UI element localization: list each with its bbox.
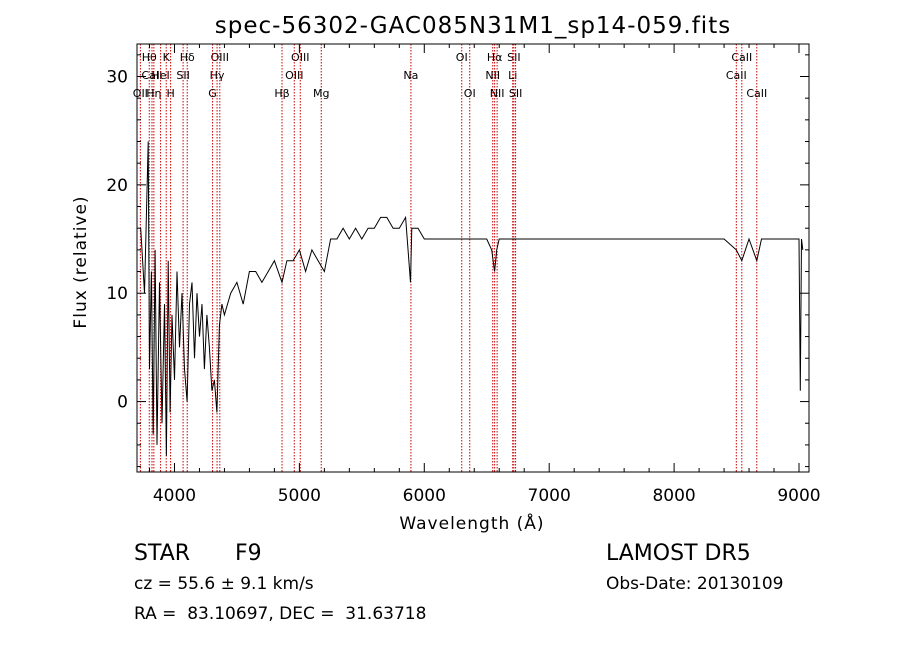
line-marker-label-27: CaII [746, 87, 767, 100]
line-marker-label-26: CaII [726, 69, 747, 82]
x-tick-label-8000: 8000 [652, 486, 695, 506]
line-marker-label-4: K [163, 51, 171, 64]
line-marker-label-13: OIII [285, 69, 303, 82]
coordinates: RA = 83.10697, DEC = 31.63718 [134, 604, 427, 624]
x-tick-label-7000: 7000 [528, 486, 571, 506]
redshift-velocity: cz = 55.6 ± 9.1 km/s [134, 574, 314, 594]
line-marker-label-11: G [208, 87, 217, 100]
y-tick-label-10: 10 [106, 284, 128, 304]
line-marker-label-25: CaII [731, 51, 752, 64]
line-marker-label-21: NII [490, 87, 505, 100]
axis-ticks: 4000 5000 6000 7000 8000 9000 0 10 20 30 [106, 44, 821, 506]
line-marker-label-6: H [166, 87, 174, 100]
object-subclass: F9 [235, 541, 262, 566]
x-tick-label-5000: 5000 [278, 486, 321, 506]
line-marker-label-15: Mg [313, 87, 329, 100]
line-marker-label-22: SII [507, 51, 520, 64]
y-tick-label-20: 20 [106, 176, 128, 196]
line-marker-label-10: Hγ [210, 69, 225, 82]
line-marker-label-5: HeI [151, 69, 169, 82]
y-axis-label: Flux (relative) [71, 195, 91, 328]
line-marker-label-18: OI [464, 87, 476, 100]
survey-name: LAMOST DR5 [606, 541, 751, 566]
line-marker-label-12: OIII [291, 51, 309, 64]
line-marker-label-7: Hδ [180, 51, 195, 64]
plot-frame [136, 43, 810, 473]
spectrum-line-layer [140, 141, 804, 456]
line-marker-label-23: Li [508, 69, 517, 82]
observation-date: Obs-Date: 20130109 [606, 574, 784, 594]
line-marker-label-20: NII [485, 69, 500, 82]
line-marker-label-8: SII [176, 69, 189, 82]
line-marker-label-0: Hθ [142, 51, 157, 64]
line-marker-label-9: OIII [211, 51, 229, 64]
chart-title: spec-56302-GAC085N31M1_sp14-059.fits [215, 13, 731, 39]
x-tick-label-6000: 6000 [403, 486, 446, 506]
y-tick-label-0: 0 [117, 393, 128, 413]
x-tick-label-4000: 4000 [153, 486, 196, 506]
x-tick-label-9000: 9000 [777, 486, 820, 506]
line-marker-label-16: Na [403, 69, 418, 82]
line-marker-label-17: OI [456, 51, 468, 64]
y-tick-label-30: 30 [106, 68, 128, 88]
line-marker-label-3: Hη [146, 87, 161, 100]
line-marker-label-14: Hβ [274, 87, 289, 100]
line-marker-label-1: CaII [142, 69, 163, 82]
object-class: STAR [134, 541, 191, 566]
line-marker-label-24: SII [509, 87, 522, 100]
spectrum-line [140, 141, 804, 456]
x-axis-label: Wavelength (Å) [399, 512, 544, 534]
line-marker-label-19: Hα [487, 51, 503, 64]
